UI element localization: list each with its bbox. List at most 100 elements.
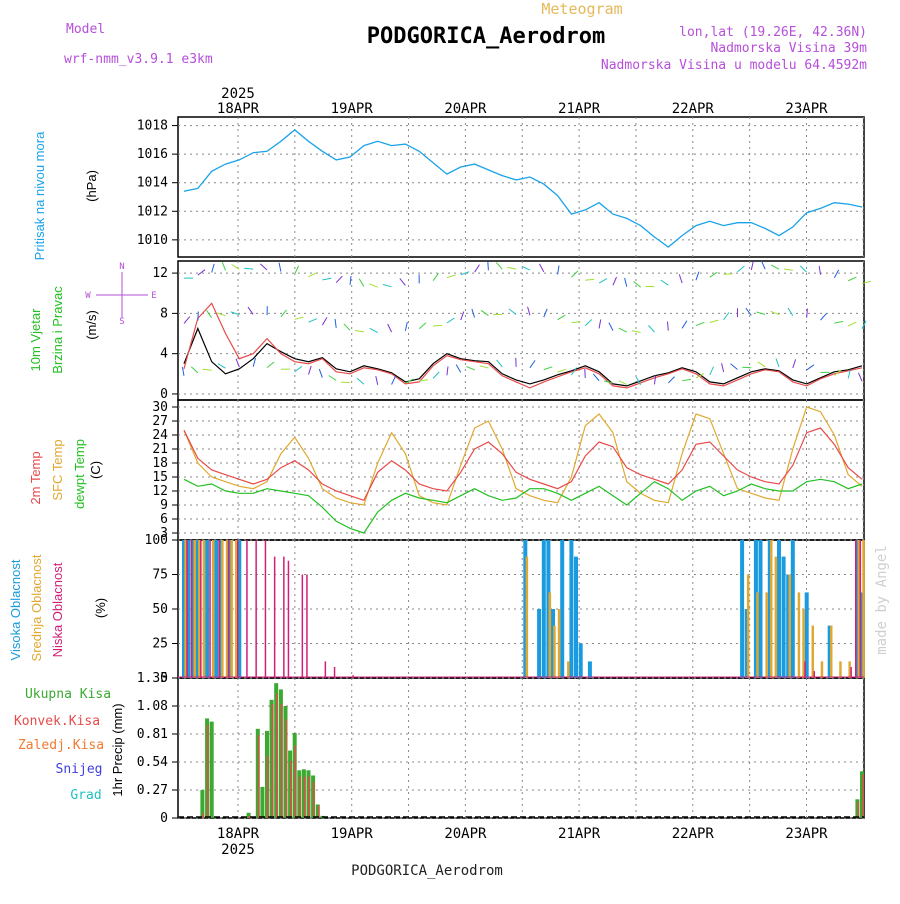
wind-barb xyxy=(236,359,239,367)
temp-label-3: dewpt Temp xyxy=(72,439,87,509)
ytick-label: 0.27 xyxy=(137,783,168,798)
high-cloud-bar xyxy=(569,540,573,678)
wind-barb xyxy=(544,367,553,370)
wind-barb xyxy=(834,321,843,323)
wind-barb xyxy=(191,367,198,373)
wind-barb xyxy=(336,276,342,283)
wind-barb xyxy=(322,278,331,280)
wind-barb xyxy=(625,278,627,287)
wind-barb xyxy=(447,366,448,375)
wind-barb xyxy=(480,366,489,368)
model-label: Model xyxy=(66,22,105,37)
wind-barb xyxy=(295,366,302,371)
mid-cloud-bar xyxy=(812,626,815,678)
low-cloud-bar xyxy=(265,540,267,678)
legend-conv-rain: Konvek.Kisa xyxy=(14,714,100,729)
legend-total-rain: Ukupna Kisa xyxy=(25,687,111,702)
wind-barb xyxy=(253,358,255,367)
wind-barb xyxy=(507,267,516,269)
wind-panel xyxy=(178,261,864,400)
mid-cloud-bar xyxy=(526,557,529,678)
wind-barb xyxy=(540,264,544,272)
wind-barb xyxy=(357,378,364,384)
wind-barb xyxy=(710,367,714,375)
model-name: wrf-nmm_v3.9.1 e3km xyxy=(64,52,213,67)
wind-barb xyxy=(619,381,627,385)
wind-barb xyxy=(405,322,407,331)
wind-barb xyxy=(668,377,674,383)
credit: made by Angel xyxy=(874,545,890,655)
station-title: PODGORICA_Aerodrom xyxy=(367,24,605,49)
ytick-label: 24 xyxy=(152,428,168,443)
wind-barb xyxy=(383,285,392,287)
wind-barb xyxy=(433,372,439,378)
wind-barb xyxy=(599,320,601,329)
wind-barb xyxy=(509,309,516,315)
pressure-panel xyxy=(178,117,864,257)
high-cloud-bar xyxy=(205,540,209,678)
high-cloud-bar xyxy=(791,540,795,678)
wind-barb xyxy=(819,266,820,275)
ytick-label: 25 xyxy=(152,637,168,652)
ytick-label: 1.35 xyxy=(137,671,168,686)
wind-barb xyxy=(834,270,838,278)
ytick-label: 1.08 xyxy=(137,699,168,714)
wind-barb xyxy=(696,322,704,325)
wind-barb xyxy=(207,310,212,317)
wind-barb xyxy=(648,325,654,332)
wind-barb xyxy=(731,364,738,370)
wind-barb xyxy=(800,266,806,272)
wind-barb xyxy=(295,317,304,319)
wind-barb xyxy=(355,331,364,332)
wind-barb xyxy=(309,366,312,375)
low-cloud-bar xyxy=(855,540,857,678)
conv-rain-bar xyxy=(857,801,859,818)
wind-barb xyxy=(475,265,480,273)
wind-speed-line xyxy=(184,329,862,386)
wind-barb xyxy=(679,274,682,283)
conv-rain-bar xyxy=(313,782,315,818)
wind-barb xyxy=(309,319,317,322)
legend-frz-rain: Zaledj.Kisa xyxy=(18,738,104,753)
wind-barb xyxy=(212,264,215,273)
legend-grad: Grad xyxy=(70,788,101,803)
pressure-unit: (hPa) xyxy=(84,170,99,202)
conv-rain-bar xyxy=(286,720,288,819)
wind-barb xyxy=(820,313,826,320)
ytick-label: 4 xyxy=(160,347,168,362)
wind-barb xyxy=(359,279,364,287)
high-cloud-bar xyxy=(777,540,781,678)
wind-label-1: 10m Vjetar xyxy=(28,308,43,372)
ytick-label: 30 xyxy=(152,400,168,415)
wind-gust-line xyxy=(184,303,862,388)
mid-cloud-bar xyxy=(775,557,778,678)
high-cloud-bar xyxy=(574,557,578,678)
wind-barb xyxy=(335,319,336,328)
low-cloud-bar xyxy=(209,540,211,678)
wind-barb xyxy=(244,268,253,269)
wind-barb xyxy=(613,277,617,285)
wind-barb xyxy=(350,276,351,285)
conv-rain-bar xyxy=(258,735,260,818)
wind-barb xyxy=(488,261,489,270)
wind-label-2: Brzina i Pravac xyxy=(50,286,65,374)
top-date-label: 18APR xyxy=(217,101,260,117)
ytick-label: 75 xyxy=(152,568,168,583)
wind-barb xyxy=(558,266,559,275)
ytick-label: 0 xyxy=(160,811,168,826)
meteogram-label: Meteogram xyxy=(541,0,622,18)
mid-cloud-bar xyxy=(212,540,215,678)
conv-rain-bar xyxy=(272,704,274,818)
bottom-date-label: 18APR xyxy=(217,826,260,842)
wind-barb xyxy=(481,310,488,315)
cloud-label-1: Visoka Oblacnost xyxy=(8,559,23,660)
low-cloud-bar xyxy=(255,540,257,678)
wind-barb xyxy=(609,323,613,331)
conv-rain-bar xyxy=(862,774,864,818)
conv-rain-bar xyxy=(267,756,269,818)
wind-barb xyxy=(848,322,856,326)
wind-barb xyxy=(788,308,793,316)
cloud-label-3: Niska Oblacnost xyxy=(50,562,65,657)
wind-barb xyxy=(369,284,377,287)
low-cloud-bar xyxy=(237,540,239,678)
